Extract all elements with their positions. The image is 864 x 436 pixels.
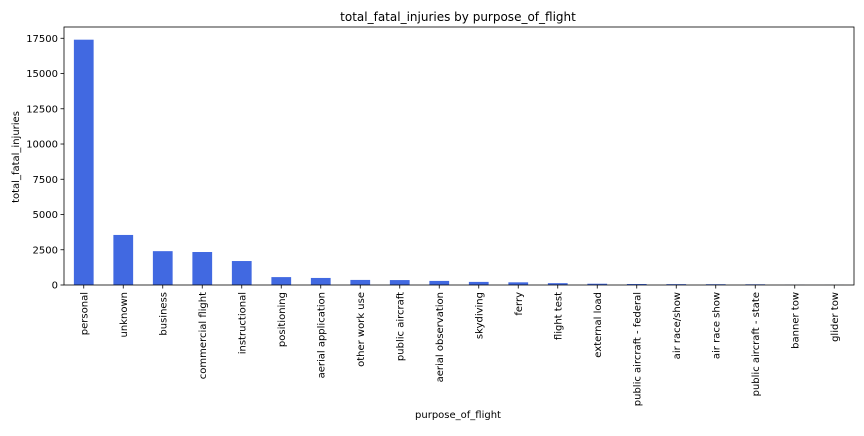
plot-area: 0 2500 5000 7500 10000 12500 15000 17500 persona… bbox=[26, 27, 854, 406]
x-tick-label-0: personal bbox=[79, 292, 90, 335]
y-tick-label-6: 15000 bbox=[26, 69, 58, 80]
x-tick-label-9: aerial observation bbox=[435, 292, 446, 382]
chart-title: total_fatal_injuries by purpose_of_fligh… bbox=[340, 10, 576, 24]
plot-frame bbox=[64, 27, 854, 285]
bar-9 bbox=[429, 281, 449, 285]
y-tick-label-3: 7500 bbox=[33, 175, 58, 186]
x-tick-label-15: air race/show bbox=[672, 292, 683, 359]
bar-1 bbox=[113, 235, 133, 285]
x-tick-label-1: unknown bbox=[119, 292, 130, 337]
bar-7 bbox=[350, 280, 370, 285]
bar-0 bbox=[74, 40, 94, 285]
x-tick-label-8: public aircraft bbox=[395, 292, 406, 361]
bar-4 bbox=[232, 261, 252, 285]
x-tick-label-10: skydiving bbox=[474, 292, 485, 339]
y-tick-label-4: 10000 bbox=[26, 140, 58, 151]
x-axis-label: purpose_of_flight bbox=[415, 410, 501, 421]
x-tick-label-17: public aircraft - state bbox=[751, 292, 762, 396]
y-tick-label-5: 12500 bbox=[26, 104, 58, 115]
x-tick-label-3: commercial flight bbox=[198, 292, 209, 379]
x-tick-label-11: ferry bbox=[514, 292, 525, 316]
x-tick-label-13: external load bbox=[593, 292, 604, 358]
x-tick-label-2: business bbox=[158, 292, 169, 336]
y-tick-label-2: 5000 bbox=[33, 210, 58, 221]
bar-5 bbox=[271, 277, 291, 285]
bar-6 bbox=[311, 278, 331, 285]
x-tick-label-19: glider tow bbox=[830, 292, 841, 342]
x-tick-label-18: banner tow bbox=[790, 292, 801, 349]
x-tick-label-5: positioning bbox=[277, 292, 288, 347]
bar-2 bbox=[153, 251, 173, 285]
y-tick-label-1: 2500 bbox=[33, 245, 58, 256]
x-tick-label-7: other work use bbox=[356, 292, 367, 367]
bar-10 bbox=[469, 282, 489, 285]
x-tick-label-16: air race show bbox=[711, 292, 722, 359]
bar-11 bbox=[508, 282, 528, 285]
y-axis-label: total_fatal_injuries bbox=[11, 111, 22, 203]
y-tick-label-0: 0 bbox=[52, 281, 58, 292]
x-tick-label-12: flight test bbox=[553, 292, 564, 340]
x-tick-label-14: public aircraft - federal bbox=[632, 292, 643, 406]
bar-8 bbox=[390, 280, 410, 285]
bar-3 bbox=[192, 252, 212, 285]
x-tick-label-6: aerial application bbox=[316, 292, 327, 378]
y-tick-label-7: 17500 bbox=[26, 34, 58, 45]
x-tick-label-4: instructional bbox=[237, 292, 248, 354]
